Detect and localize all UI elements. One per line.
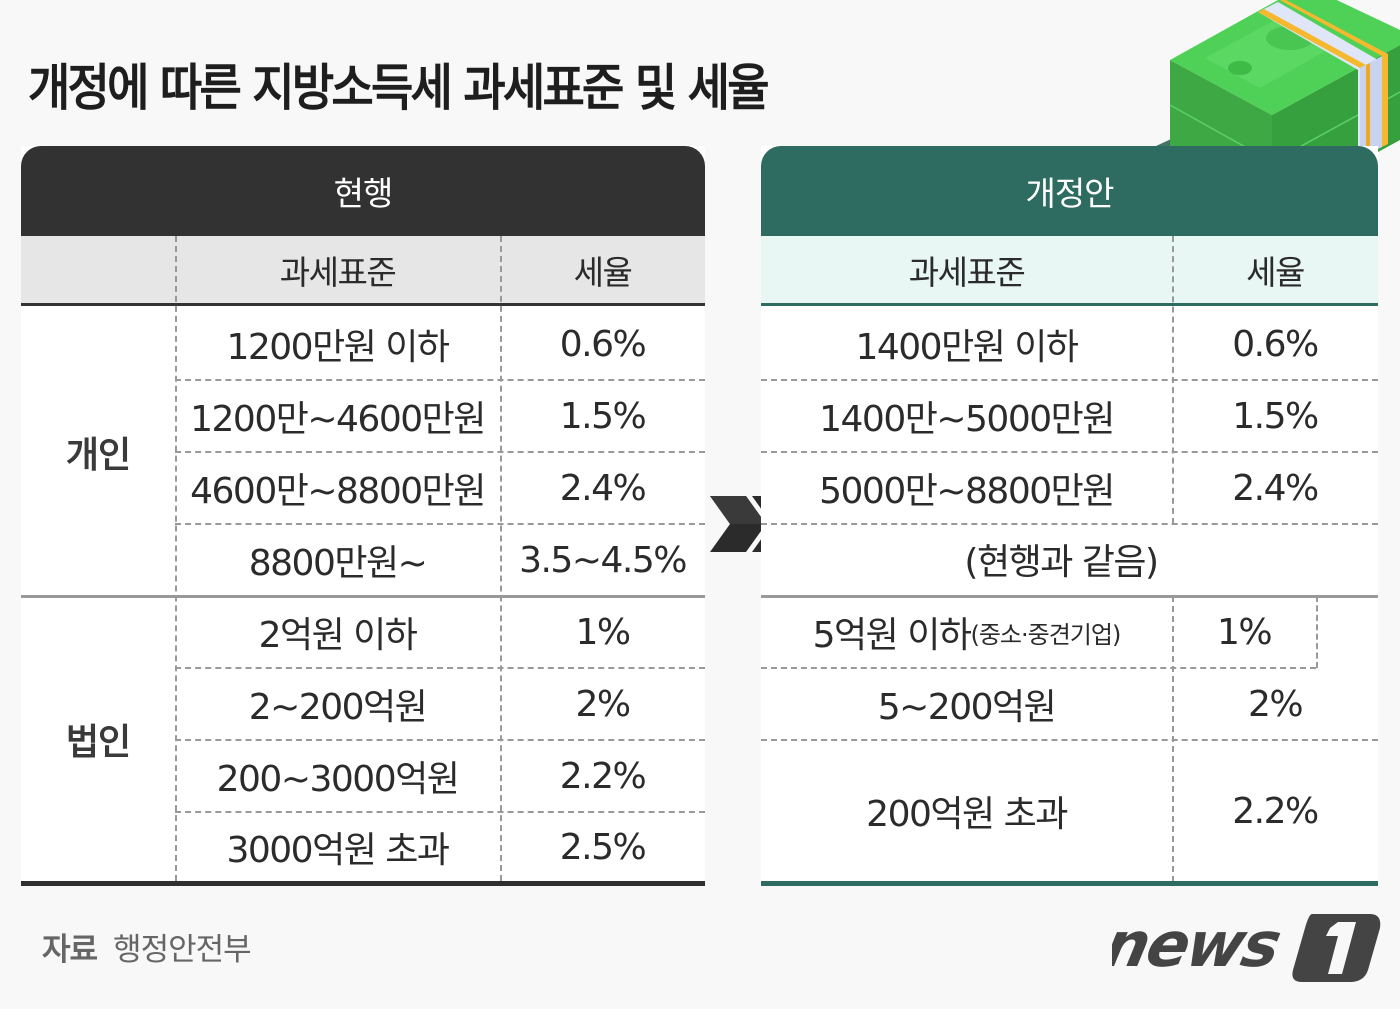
column-header-tax-base: 과세표준 <box>908 252 1026 292</box>
proposed-column-headers: 과세표준 세율 <box>761 236 1378 306</box>
same-as-current-note: (현행과 같음) <box>964 542 1159 583</box>
table-cell-base: 1200만원 이하 <box>226 327 450 368</box>
base-note: (중소·중견기업) <box>970 620 1121 649</box>
row-divider <box>175 811 705 813</box>
table-cell-rate: 1% <box>575 611 631 653</box>
table-cell-base: 2억원 이하 <box>258 615 418 656</box>
table-cell-rate: 1.5% <box>1232 395 1319 437</box>
table-cell-rate: 0.6% <box>559 323 647 365</box>
column-divider <box>175 236 177 881</box>
table-cell-base: 1200만~4600만원 <box>190 399 486 440</box>
row-divider <box>175 667 705 669</box>
table-cell-base: 1400만원 이하 <box>855 327 1079 368</box>
row-divider <box>175 739 705 741</box>
table-cell-base: 3000억원 초과 <box>226 830 450 871</box>
table-cell-rate: 2.2% <box>559 755 647 797</box>
table-bottom-border <box>761 881 1378 886</box>
table-cell-base: 1400만~5000만원 <box>819 399 1115 440</box>
current-column-headers: 과세표준 세율 <box>21 236 705 306</box>
proposed-rates-table: 개정안 과세표준 세율 1400만원 이하 0.6% 1400만~5000만원 … <box>761 146 1378 886</box>
row-divider <box>761 667 1316 669</box>
table-cell-base: 200억원 초과 <box>866 794 1068 835</box>
row-divider <box>761 739 1378 741</box>
column-header-tax-rate: 세율 <box>1246 252 1305 292</box>
proposed-table-title: 개정안 <box>1025 174 1114 213</box>
table-cell-base: 8800만원~ <box>248 543 428 584</box>
table-cell-rate: 2% <box>575 683 631 725</box>
table-cell-rate: 3.5~4.5% <box>519 539 687 581</box>
row-divider <box>175 379 705 381</box>
source-value: 행정안전부 <box>113 932 252 968</box>
table-cell-rate: 2.4% <box>1232 467 1319 509</box>
table-cell-rate: 1% <box>1216 611 1273 653</box>
page-title: 개정에 따른 지방소득세 과세표준 및 세율 <box>28 59 770 117</box>
column-divider <box>500 236 502 881</box>
table-bottom-border <box>21 881 705 886</box>
row-divider <box>175 523 705 525</box>
table-cell-rate: 2% <box>1247 683 1304 725</box>
proposed-table-header: 개정안 <box>761 146 1378 236</box>
table-cell-base: 2~200억원 <box>248 687 428 728</box>
table-cell-rate: 2.5% <box>559 826 647 868</box>
table-cell-base: 4600만~8800만원 <box>190 471 486 512</box>
column-header-tax-rate: 세율 <box>573 252 633 292</box>
group-divider <box>21 595 705 598</box>
news1-logo-icon: news <box>1112 909 1381 982</box>
row-divider <box>761 379 1378 381</box>
column-header-tax-base: 과세표준 <box>279 252 397 292</box>
row-divider <box>761 523 1378 525</box>
table-cell-rate: 2.2% <box>1232 790 1319 832</box>
row-divider <box>761 451 1378 453</box>
source-label: 자료 <box>42 932 98 968</box>
table-cell-base: 5억원 이하 (중소·중견기업) <box>761 596 1172 668</box>
svg-text:news: news <box>1112 909 1286 981</box>
row-divider <box>175 451 705 453</box>
table-cell-base: 200~3000억원 <box>216 759 460 800</box>
base-text: 5억원 이하 <box>812 615 972 656</box>
current-rates-table: 현행 과세표준 세율 개인 법인 1200만원 이하 0.6% 1200만~46… <box>21 146 705 886</box>
table-cell-base: 5000만~8800만원 <box>819 471 1115 512</box>
table-cell-rate: 2.4% <box>559 467 647 509</box>
table-cell-rate: 0.6% <box>1232 323 1319 365</box>
cell-border <box>1316 596 1318 668</box>
table-cell-base: 5~200억원 <box>877 687 1057 728</box>
table-cell-rate: 1.5% <box>559 395 647 437</box>
current-table-header: 현행 <box>21 146 705 236</box>
source-credit: 자료 행정안전부 <box>42 924 252 969</box>
group-label-corporate: 법인 <box>65 722 131 763</box>
group-label-individual: 개인 <box>65 435 131 476</box>
group-divider <box>761 595 1378 598</box>
